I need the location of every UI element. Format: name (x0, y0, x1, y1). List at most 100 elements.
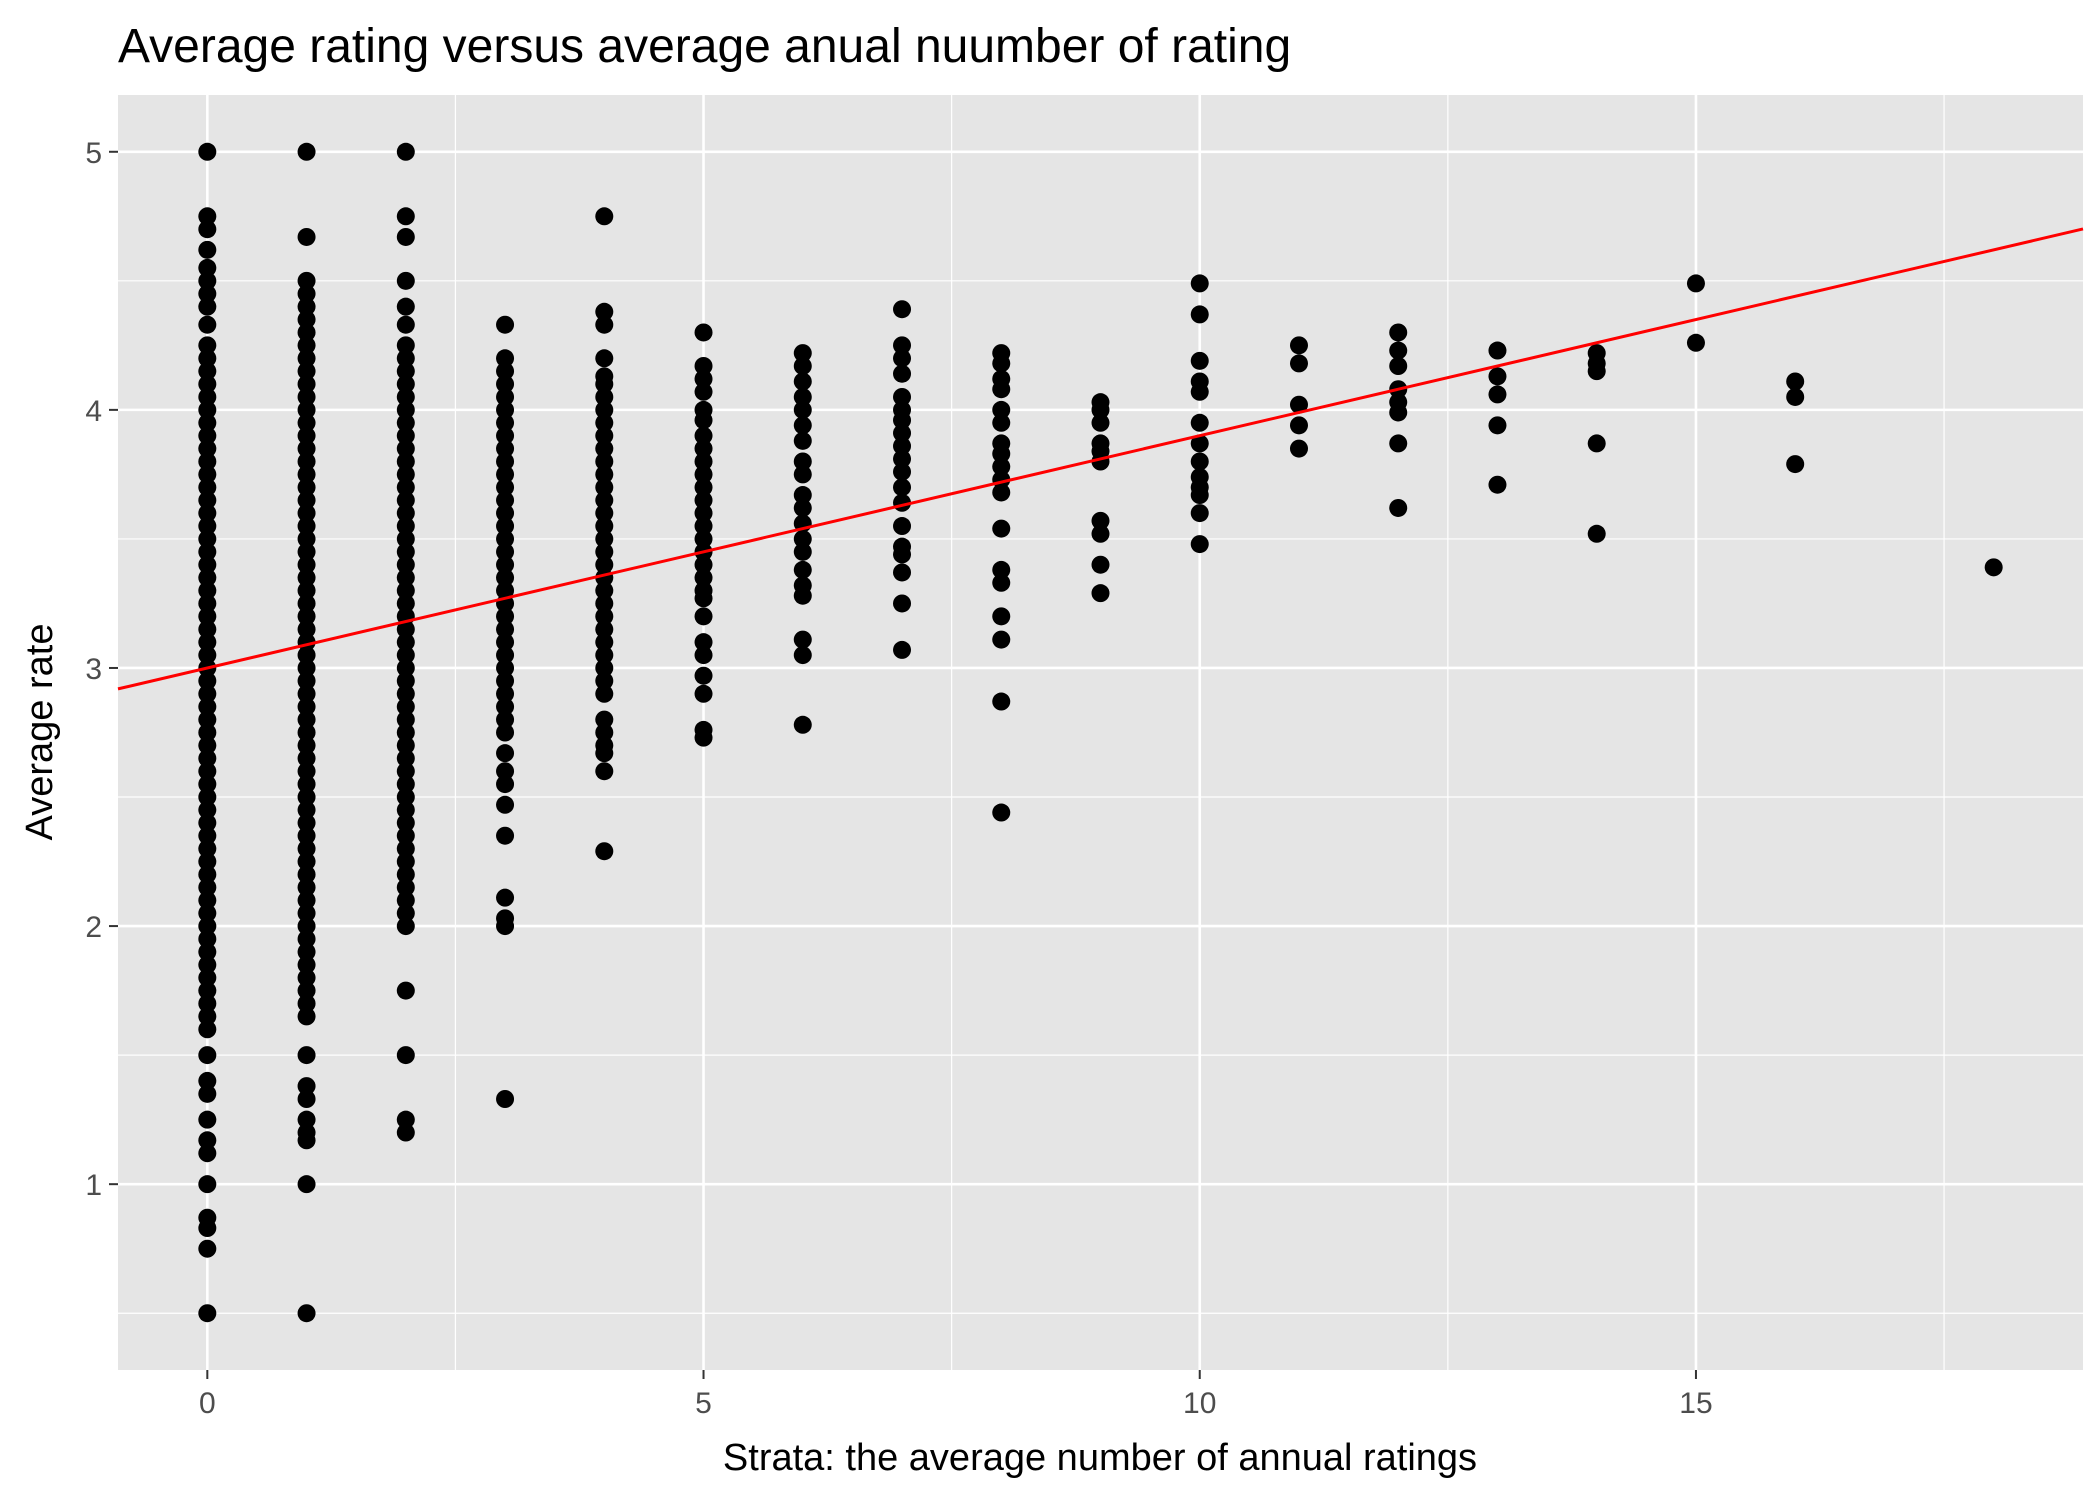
data-point (297, 775, 316, 794)
data-point (992, 457, 1011, 476)
data-point (595, 842, 614, 861)
data-point (297, 723, 316, 742)
data-point (1587, 362, 1606, 381)
data-point (694, 728, 713, 747)
data-point (396, 426, 415, 445)
data-point (1190, 382, 1209, 401)
data-point (396, 400, 415, 419)
data-point (496, 315, 515, 334)
data-point (396, 362, 415, 381)
data-point (297, 710, 316, 729)
data-point (595, 633, 614, 652)
data-point (595, 646, 614, 665)
data-point (992, 630, 1011, 649)
data-point (1091, 400, 1110, 419)
data-point (198, 362, 217, 381)
data-point (396, 826, 415, 845)
data-point (496, 413, 515, 432)
data-point (198, 749, 217, 768)
plot-panel (118, 95, 2083, 1370)
data-point (496, 697, 515, 716)
data-point (198, 1175, 217, 1194)
data-point (595, 387, 614, 406)
data-point (198, 1144, 217, 1163)
data-point (992, 354, 1011, 373)
data-point (297, 646, 316, 665)
data-point (793, 586, 812, 605)
data-point (396, 710, 415, 729)
data-point (297, 1007, 316, 1026)
data-point (297, 826, 316, 845)
data-point (198, 684, 217, 703)
data-point (198, 336, 217, 355)
data-point (496, 504, 515, 523)
data-point (396, 671, 415, 690)
data-point (297, 375, 316, 394)
data-point (198, 620, 217, 639)
data-point (1190, 413, 1209, 432)
data-point (992, 413, 1011, 432)
data-point (297, 413, 316, 432)
data-point (198, 994, 217, 1013)
data-point (396, 271, 415, 290)
data-point (198, 878, 217, 897)
data-point (1091, 555, 1110, 574)
data-point (396, 775, 415, 794)
data-point (595, 671, 614, 690)
data-point (694, 666, 713, 685)
data-point (496, 387, 515, 406)
data-point (496, 349, 515, 368)
x-axis-title: Strata: the average number of annual rat… (723, 1437, 1477, 1479)
data-point (1190, 274, 1209, 293)
data-point (297, 1089, 316, 1108)
data-point (198, 142, 217, 161)
data-point (1289, 439, 1308, 458)
y-tick-label: 1 (85, 1169, 102, 1202)
data-point (595, 478, 614, 497)
data-point (793, 715, 812, 734)
data-point (198, 504, 217, 523)
data-point (1190, 434, 1209, 453)
data-point (297, 284, 316, 303)
y-tick-label: 3 (85, 653, 102, 686)
data-point (198, 929, 217, 948)
data-point (793, 387, 812, 406)
data-point (396, 800, 415, 819)
data-point (198, 478, 217, 497)
data-point (694, 439, 713, 458)
data-point (595, 710, 614, 729)
data-point (595, 762, 614, 781)
data-point (198, 387, 217, 406)
data-point (1190, 452, 1209, 471)
data-point (198, 271, 217, 290)
data-point (595, 413, 614, 432)
data-point (694, 568, 713, 587)
data-point (396, 142, 415, 161)
data-point (198, 517, 217, 536)
data-point (396, 555, 415, 574)
data-point (396, 207, 415, 226)
data-point (595, 207, 614, 226)
data-point (1190, 305, 1209, 324)
data-point (1587, 524, 1606, 543)
data-point (297, 620, 316, 639)
data-point (198, 1071, 217, 1090)
data-point (396, 1123, 415, 1142)
data-point (694, 478, 713, 497)
data-point (297, 852, 316, 871)
data-point (496, 452, 515, 471)
data-point (297, 517, 316, 536)
data-point (595, 504, 614, 523)
data-point (297, 1304, 316, 1323)
data-point (297, 929, 316, 948)
data-point (396, 581, 415, 600)
data-point (893, 411, 912, 430)
data-point (396, 517, 415, 536)
data-point (297, 478, 316, 497)
data-point (595, 491, 614, 510)
data-point (396, 1046, 415, 1065)
x-tick-label: 5 (695, 1387, 712, 1420)
data-point (496, 607, 515, 626)
data-point (396, 491, 415, 510)
data-point (198, 491, 217, 510)
